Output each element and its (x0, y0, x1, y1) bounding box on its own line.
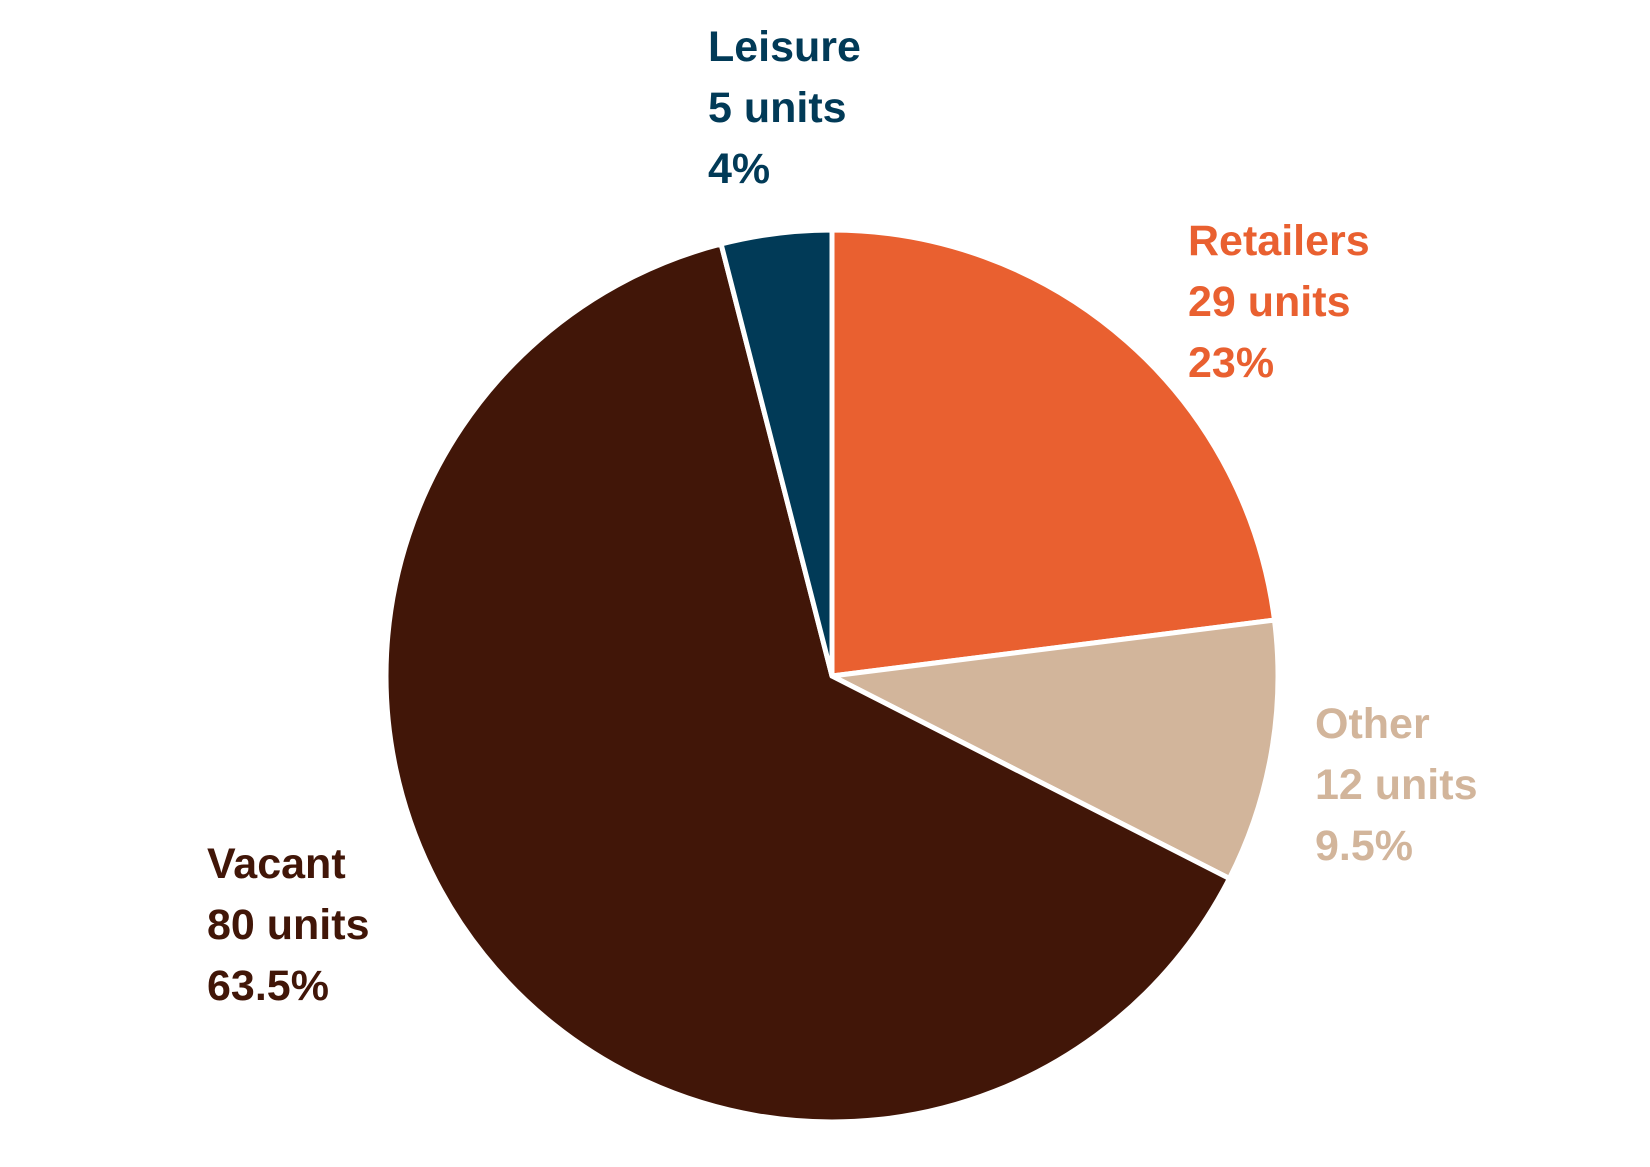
pie-slices (383, 227, 1281, 1125)
label-vacant-name: Vacant (207, 840, 346, 888)
label-other-percent: 9.5% (1315, 822, 1414, 870)
slice-vacant (383, 241, 1232, 1125)
label-vacant-units: 80 units (207, 901, 370, 949)
label-other-name: Other (1315, 700, 1430, 748)
slice-leisure (718, 227, 835, 679)
slice-retailers (829, 227, 1277, 679)
label-retailers-units: 29 units (1188, 278, 1351, 326)
label-other-units: 12 units (1315, 761, 1478, 809)
label-retailers: Retailers 29 units 23% (1188, 211, 1370, 394)
label-other: Other 12 units 9.5% (1315, 694, 1478, 877)
label-leisure-name: Leisure (708, 23, 861, 71)
label-leisure-percent: 4% (708, 145, 771, 193)
label-leisure: Leisure 5 units 4% (708, 17, 861, 200)
label-vacant: Vacant 80 units 63.5% (207, 834, 370, 1017)
label-retailers-percent: 23% (1188, 339, 1275, 387)
label-retailers-name: Retailers (1188, 217, 1370, 265)
label-leisure-units: 5 units (708, 84, 847, 132)
label-vacant-percent: 63.5% (207, 962, 329, 1010)
slice-other (829, 617, 1281, 881)
